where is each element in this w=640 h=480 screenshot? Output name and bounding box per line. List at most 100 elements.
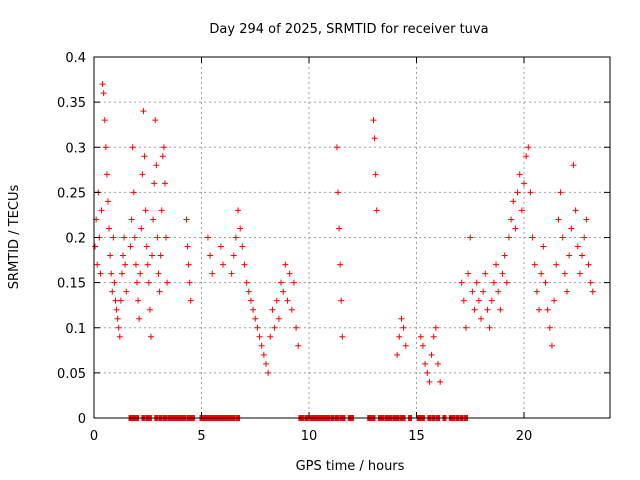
data-points [92, 81, 596, 421]
data-point [136, 315, 143, 322]
data-point [430, 333, 437, 340]
data-point [243, 279, 250, 286]
data-point [426, 378, 433, 385]
data-point [106, 225, 113, 232]
data-point [570, 162, 577, 169]
data-point [288, 306, 295, 313]
data-point [99, 81, 106, 88]
data-point [144, 261, 151, 268]
data-point [339, 333, 346, 340]
data-point [581, 234, 588, 241]
data-point [503, 279, 510, 286]
data-point [336, 225, 343, 232]
x-tick-label: 10 [301, 429, 318, 444]
data-point [129, 144, 136, 151]
data-point [566, 252, 573, 259]
data-point [499, 270, 506, 277]
y-tick-label: 0.3 [65, 141, 86, 156]
data-point [121, 234, 128, 241]
data-point [269, 306, 276, 313]
data-point [103, 171, 110, 178]
data-point [186, 279, 193, 286]
data-point [469, 288, 476, 295]
data-point [400, 324, 407, 331]
data-point [338, 297, 345, 304]
data-point [278, 279, 285, 286]
data-point [135, 297, 142, 304]
data-point [252, 315, 259, 322]
data-point [111, 279, 118, 286]
y-axis-label: SRMTID / TECUs [7, 185, 22, 290]
data-point [548, 342, 555, 349]
data-point [235, 207, 242, 214]
data-point [505, 234, 512, 241]
data-point [490, 279, 497, 286]
data-point [370, 117, 377, 124]
data-point [185, 261, 192, 268]
data-point [518, 207, 525, 214]
data-point [284, 297, 291, 304]
data-point [127, 243, 134, 250]
data-point [142, 207, 149, 214]
data-point [572, 207, 579, 214]
data-point [525, 144, 532, 151]
data-point [146, 306, 153, 313]
data-point [141, 153, 148, 160]
data-point [484, 306, 491, 313]
data-point [508, 216, 515, 223]
data-point [538, 270, 545, 277]
data-point [275, 315, 282, 322]
data-point [488, 297, 495, 304]
y-tick-label: 0.05 [57, 367, 86, 382]
data-point [559, 234, 566, 241]
data-point [143, 243, 150, 250]
data-point [145, 279, 152, 286]
data-point [139, 171, 146, 178]
data-point [527, 189, 534, 196]
x-tick-label: 15 [408, 429, 425, 444]
data-point [159, 153, 166, 160]
chart-title: Day 294 of 2025, SRMTID for receiver tuv… [209, 22, 488, 37]
data-point [465, 270, 472, 277]
data-point [295, 342, 302, 349]
data-point [157, 252, 164, 259]
x-tick-label: 0 [90, 429, 98, 444]
data-point [557, 189, 564, 196]
data-point [482, 270, 489, 277]
data-point [428, 351, 435, 358]
data-point [241, 261, 248, 268]
data-point [228, 270, 235, 277]
data-point [110, 234, 117, 241]
data-point [417, 333, 424, 340]
data-point [230, 252, 237, 259]
data-point [217, 243, 224, 250]
data-point [589, 288, 596, 295]
data-point [118, 270, 125, 277]
data-point [583, 216, 590, 223]
data-point [98, 207, 105, 214]
data-point [542, 279, 549, 286]
data-point [120, 252, 127, 259]
data-point [260, 351, 267, 358]
x-axis-label: GPS time / hours [296, 459, 405, 474]
data-point [551, 297, 558, 304]
data-point [437, 378, 444, 385]
ticks: 0 0.05 0.1 0.15 0.2 0.25 0.3 0.35 0.4 0 5 10 15 20 [57, 51, 610, 444]
data-point [553, 261, 560, 268]
data-point [424, 369, 431, 376]
data-point [153, 162, 160, 169]
data-point [154, 234, 161, 241]
data-point [100, 90, 107, 97]
data-point [495, 288, 502, 295]
y-tick-label: 0.25 [57, 186, 86, 201]
data-point [232, 234, 239, 241]
data-point [587, 279, 594, 286]
data-point [544, 306, 551, 313]
data-point [113, 306, 120, 313]
data-point [510, 198, 517, 205]
data-point [458, 279, 465, 286]
data-point [493, 261, 500, 268]
data-point [263, 360, 269, 367]
data-point [256, 333, 263, 340]
